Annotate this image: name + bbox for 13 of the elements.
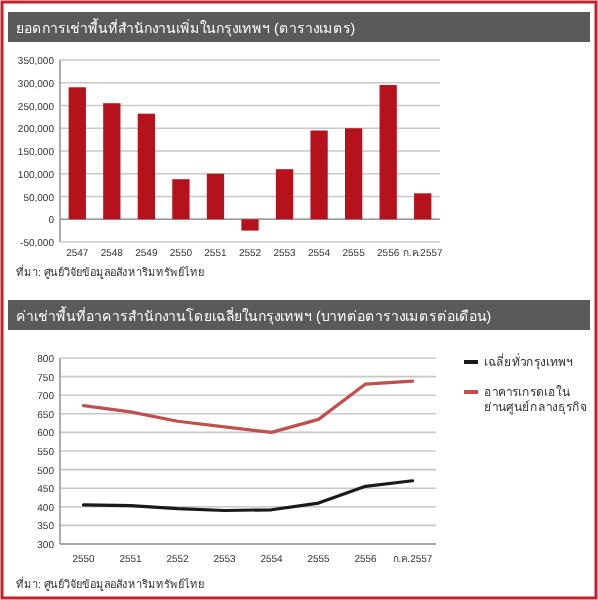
bar (275, 169, 294, 220)
bar (414, 193, 432, 220)
bar (310, 130, 328, 220)
bar (379, 85, 397, 220)
bar (345, 128, 363, 220)
bar (241, 219, 259, 231)
bar (103, 103, 121, 220)
bar (137, 113, 155, 220)
bar (172, 179, 190, 220)
line-series (81, 479, 415, 513)
line-series (81, 379, 415, 434)
bar (68, 87, 86, 220)
bar (206, 173, 225, 220)
